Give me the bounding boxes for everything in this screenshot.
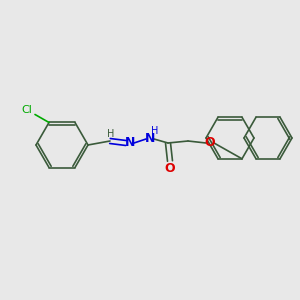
Text: H: H xyxy=(151,126,159,136)
Text: N: N xyxy=(125,136,135,148)
Text: O: O xyxy=(205,136,215,148)
Text: N: N xyxy=(145,131,155,145)
Text: Cl: Cl xyxy=(22,106,32,116)
Text: H: H xyxy=(107,129,115,139)
Text: O: O xyxy=(165,163,175,176)
